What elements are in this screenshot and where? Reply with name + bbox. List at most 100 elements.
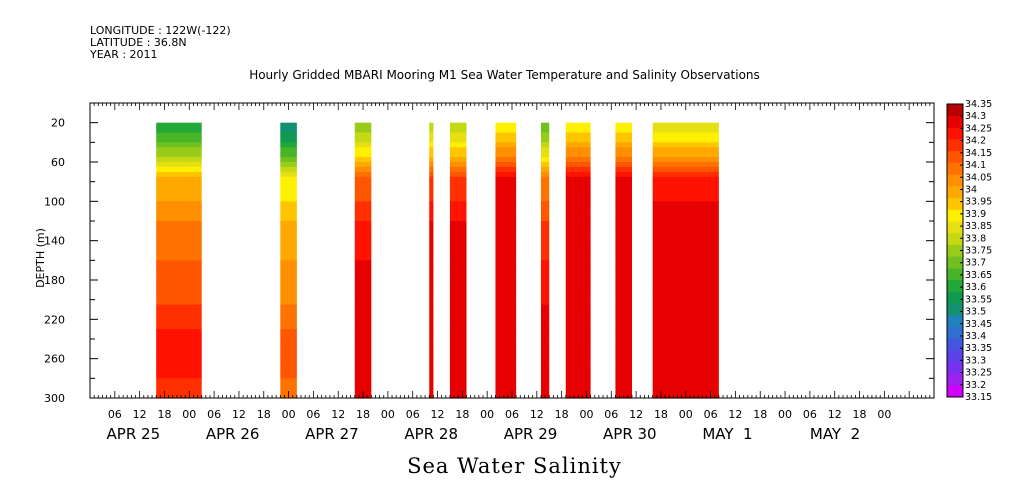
- salinity-cell: [354, 284, 372, 291]
- x-tick-label: 18: [753, 408, 767, 421]
- salinity-cell: [495, 240, 517, 247]
- salinity-cell: [429, 181, 434, 188]
- colorbar-label: 33.9: [965, 209, 986, 220]
- salinity-cell: [565, 284, 591, 291]
- salinity-cell: [495, 343, 517, 350]
- colorbar-swatch: [947, 256, 963, 269]
- salinity-cell: [156, 289, 202, 296]
- salinity-cell: [429, 304, 434, 311]
- colorbar-label: 33.15: [965, 392, 992, 403]
- x-day-label: APR 28: [404, 425, 458, 443]
- salinity-cell: [565, 201, 591, 207]
- salinity-cell: [652, 343, 719, 350]
- salinity-cell: [615, 176, 632, 183]
- salinity-cell: [540, 260, 550, 266]
- salinity-cell: [156, 383, 202, 389]
- salinity-cell: [449, 329, 467, 335]
- salinity-cell: [495, 206, 517, 212]
- salinity-cell: [495, 186, 517, 193]
- salinity-cell: [652, 339, 719, 345]
- colorbar-label: 33.7: [965, 258, 986, 269]
- salinity-cell: [449, 343, 467, 350]
- salinity-cell: [429, 221, 434, 227]
- salinity-cell: [615, 157, 632, 163]
- salinity-cell: [495, 221, 517, 227]
- salinity-cell: [449, 388, 467, 394]
- data-segment: [652, 122, 719, 399]
- salinity-cell: [495, 191, 517, 198]
- salinity-cell: [540, 157, 550, 163]
- salinity-cell: [354, 157, 372, 163]
- salinity-cell: [495, 245, 517, 252]
- x-tick-label: 06: [803, 408, 817, 421]
- salinity-cell: [495, 334, 517, 340]
- y-tick-label: 180: [44, 274, 65, 287]
- salinity-cell: [540, 186, 550, 193]
- x-day-label: APR 26: [206, 425, 260, 443]
- salinity-cell: [354, 363, 372, 370]
- salinity-cell: [565, 132, 591, 139]
- salinity-cell: [354, 368, 372, 375]
- salinity-cell: [354, 319, 372, 325]
- salinity-cell: [354, 265, 372, 271]
- salinity-cell: [652, 275, 719, 281]
- salinity-cell: [156, 152, 202, 158]
- salinity-cell: [540, 378, 550, 384]
- x-tick-label: 06: [505, 408, 519, 421]
- salinity-cell: [495, 393, 517, 399]
- colorbar-label: 34.25: [965, 123, 992, 134]
- salinity-cell: [156, 309, 202, 316]
- salinity-cell: [615, 353, 632, 360]
- salinity-cell: [354, 329, 372, 335]
- salinity-cell: [280, 339, 297, 345]
- salinity-cell: [280, 147, 297, 153]
- salinity-cell: [354, 373, 372, 379]
- salinity-cell: [495, 358, 517, 365]
- salinity-cell: [280, 378, 297, 384]
- salinity-cell: [449, 176, 467, 183]
- salinity-cell: [495, 250, 517, 257]
- x-day-label: MAY 1: [702, 425, 752, 443]
- salinity-cell: [354, 152, 372, 158]
- salinity-cell: [540, 348, 550, 355]
- data-segment: [615, 122, 632, 399]
- salinity-cell: [615, 314, 632, 320]
- colorbar-label: 33.75: [965, 246, 992, 257]
- salinity-cell: [449, 152, 467, 158]
- salinity-cell: [156, 294, 202, 301]
- salinity-cell: [565, 162, 591, 168]
- x-tick-label: 00: [480, 408, 494, 421]
- salinity-cell: [156, 206, 202, 212]
- salinity-cell: [540, 368, 550, 375]
- x-tick-label: 18: [555, 408, 569, 421]
- salinity-cell: [540, 230, 550, 237]
- salinity-cell: [429, 255, 434, 261]
- salinity-cell: [429, 373, 434, 379]
- salinity-cell: [565, 142, 591, 148]
- salinity-cell: [565, 216, 591, 222]
- salinity-cell: [540, 383, 550, 389]
- salinity-cell: [565, 221, 591, 227]
- salinity-cell: [354, 171, 372, 178]
- salinity-cell: [495, 299, 517, 306]
- salinity-cell: [449, 368, 467, 375]
- salinity-cell: [652, 152, 719, 158]
- salinity-cell: [354, 343, 372, 350]
- salinity-cell: [429, 162, 434, 168]
- salinity-cell: [156, 191, 202, 198]
- salinity-cell: [540, 363, 550, 370]
- salinity-cell: [652, 206, 719, 212]
- salinity-cell: [495, 127, 517, 134]
- colorbar-swatch: [947, 338, 963, 351]
- salinity-cell: [615, 343, 632, 350]
- salinity-cell: [652, 221, 719, 227]
- salinity-cell: [652, 314, 719, 320]
- salinity-cell: [565, 157, 591, 163]
- salinity-cell: [280, 304, 297, 311]
- salinity-cell: [495, 294, 517, 301]
- salinity-cell: [615, 235, 632, 242]
- salinity-cell: [449, 137, 467, 143]
- salinity-cell: [652, 294, 719, 301]
- salinity-cell: [652, 216, 719, 222]
